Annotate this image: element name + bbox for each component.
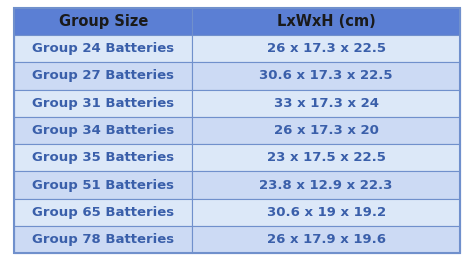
- Bar: [14, 35, 192, 62]
- Text: 26 x 17.9 x 19.6: 26 x 17.9 x 19.6: [266, 233, 386, 246]
- Text: Group 65 Batteries: Group 65 Batteries: [32, 206, 174, 219]
- Text: 33 x 17.3 x 24: 33 x 17.3 x 24: [273, 97, 379, 110]
- Text: Group 35 Batteries: Group 35 Batteries: [32, 151, 174, 164]
- Bar: [14, 226, 192, 253]
- Text: Group 34 Batteries: Group 34 Batteries: [32, 124, 174, 137]
- Text: Group 31 Batteries: Group 31 Batteries: [32, 97, 174, 110]
- Bar: [192, 35, 460, 62]
- Bar: [192, 144, 460, 171]
- Bar: [14, 171, 192, 199]
- Text: 26 x 17.3 x 22.5: 26 x 17.3 x 22.5: [266, 42, 386, 55]
- Bar: [14, 144, 192, 171]
- Text: 26 x 17.3 x 20: 26 x 17.3 x 20: [273, 124, 379, 137]
- Bar: [192, 226, 460, 253]
- Bar: [192, 171, 460, 199]
- Bar: [14, 117, 192, 144]
- Text: LxWxH (cm): LxWxH (cm): [277, 14, 375, 29]
- Text: 23 x 17.5 x 22.5: 23 x 17.5 x 22.5: [267, 151, 385, 164]
- Bar: [192, 8, 460, 35]
- Bar: [192, 199, 460, 226]
- Text: 30.6 x 19 x 19.2: 30.6 x 19 x 19.2: [266, 206, 386, 219]
- Bar: [192, 117, 460, 144]
- Bar: [14, 8, 192, 35]
- Text: 23.8 x 12.9 x 22.3: 23.8 x 12.9 x 22.3: [259, 179, 393, 192]
- Bar: [192, 62, 460, 90]
- Text: Group 24 Batteries: Group 24 Batteries: [32, 42, 174, 55]
- Text: Group 51 Batteries: Group 51 Batteries: [32, 179, 174, 192]
- Text: Group 27 Batteries: Group 27 Batteries: [32, 69, 174, 82]
- Bar: [14, 62, 192, 90]
- Bar: [14, 199, 192, 226]
- Text: 30.6 x 17.3 x 22.5: 30.6 x 17.3 x 22.5: [259, 69, 393, 82]
- Bar: [14, 90, 192, 117]
- Bar: [192, 90, 460, 117]
- Text: Group Size: Group Size: [59, 14, 148, 29]
- Text: Group 78 Batteries: Group 78 Batteries: [32, 233, 174, 246]
